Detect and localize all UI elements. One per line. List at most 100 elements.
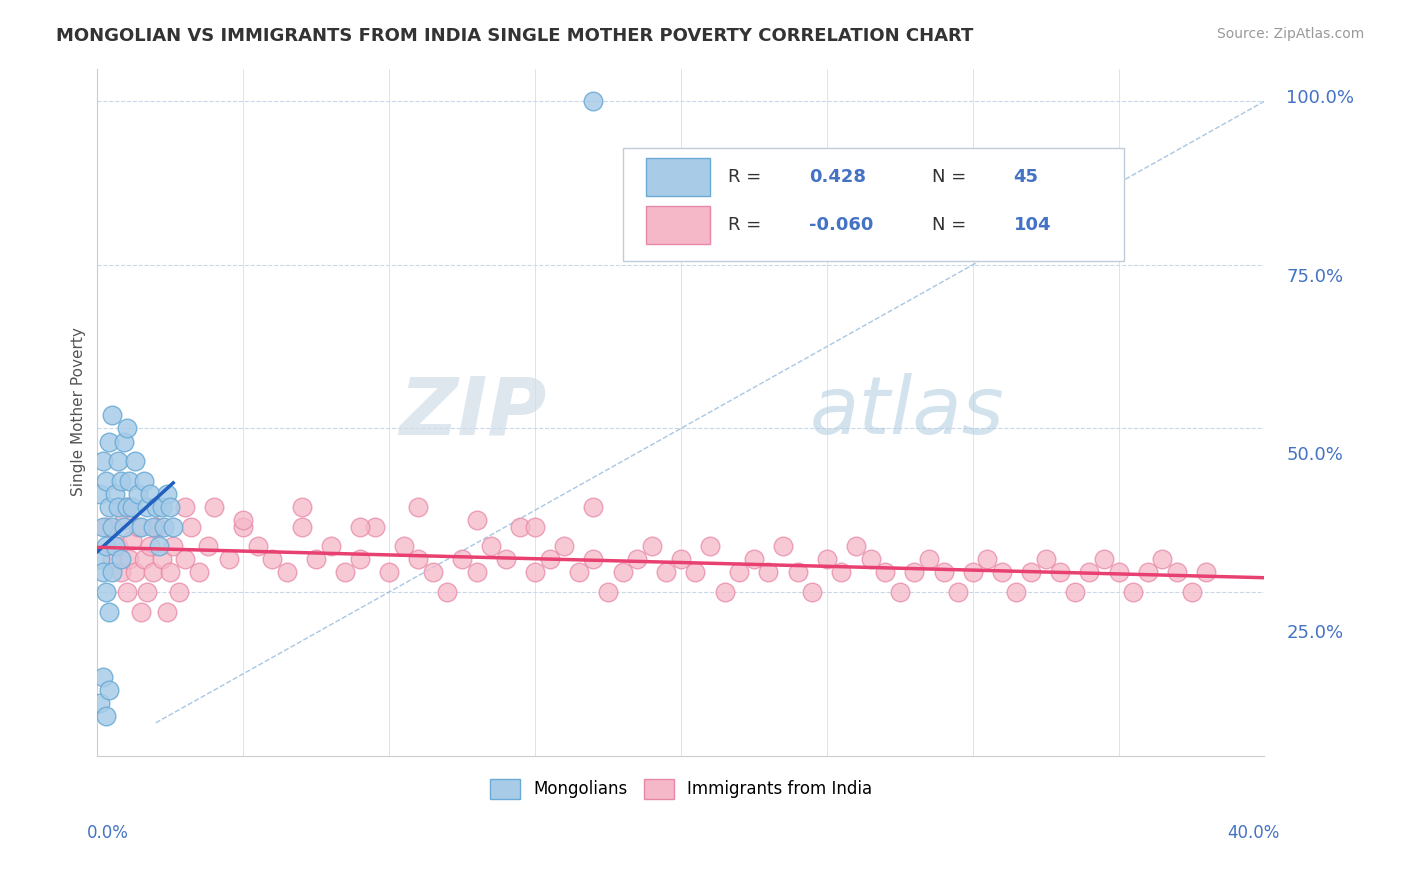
Point — [156, 605, 179, 619]
Point — [110, 474, 132, 488]
Point — [148, 539, 170, 553]
Point — [159, 500, 181, 514]
Point — [101, 409, 124, 423]
Point — [132, 552, 155, 566]
Text: 0.428: 0.428 — [810, 168, 866, 186]
Point — [98, 683, 121, 698]
Point — [112, 513, 135, 527]
Point — [139, 487, 162, 501]
Point — [246, 539, 269, 553]
Point — [408, 500, 430, 514]
Point — [1180, 585, 1202, 599]
Point — [408, 552, 430, 566]
FancyBboxPatch shape — [645, 206, 710, 244]
Point — [91, 670, 114, 684]
Point — [173, 500, 195, 514]
Point — [145, 519, 167, 533]
Point — [232, 513, 254, 527]
Point — [436, 585, 458, 599]
Point — [136, 585, 159, 599]
Point — [1035, 552, 1057, 566]
Point — [976, 552, 998, 566]
Text: N =: N = — [932, 168, 966, 186]
Point — [115, 421, 138, 435]
Point — [180, 519, 202, 533]
Point — [305, 552, 328, 566]
Point — [1195, 566, 1218, 580]
Point — [159, 566, 181, 580]
Text: MONGOLIAN VS IMMIGRANTS FROM INDIA SINGLE MOTHER POVERTY CORRELATION CHART: MONGOLIAN VS IMMIGRANTS FROM INDIA SINGL… — [56, 27, 973, 45]
Point — [156, 487, 179, 501]
Point — [335, 566, 357, 580]
Point — [1078, 566, 1101, 580]
Point — [378, 566, 401, 580]
Point — [582, 94, 605, 108]
Point — [1166, 566, 1188, 580]
Text: 40.0%: 40.0% — [1227, 824, 1279, 842]
Point — [669, 552, 692, 566]
Point — [153, 519, 176, 533]
Text: Source: ZipAtlas.com: Source: ZipAtlas.com — [1216, 27, 1364, 41]
Point — [1092, 552, 1115, 566]
Point — [98, 434, 121, 449]
Point — [91, 454, 114, 468]
Point — [121, 533, 143, 547]
Point — [127, 487, 149, 501]
Point — [118, 552, 141, 566]
Point — [101, 566, 124, 580]
Point — [110, 566, 132, 580]
Point — [479, 539, 502, 553]
Point — [142, 519, 165, 533]
Point — [150, 552, 173, 566]
Point — [1136, 566, 1159, 580]
FancyBboxPatch shape — [623, 147, 1125, 260]
Point — [101, 552, 124, 566]
Point — [582, 500, 605, 514]
Point — [110, 552, 132, 566]
Point — [115, 500, 138, 514]
Point — [139, 539, 162, 553]
Point — [524, 519, 547, 533]
Point — [465, 566, 488, 580]
Point — [112, 519, 135, 533]
Point — [124, 566, 146, 580]
Point — [772, 539, 794, 553]
Text: 50.0%: 50.0% — [1286, 446, 1343, 464]
Point — [918, 552, 941, 566]
Point — [145, 500, 167, 514]
Point — [218, 552, 240, 566]
Text: 0.0%: 0.0% — [87, 824, 129, 842]
Point — [1049, 566, 1071, 580]
Text: ZIP: ZIP — [399, 373, 547, 451]
Point — [845, 539, 868, 553]
Y-axis label: Single Mother Poverty: Single Mother Poverty — [72, 327, 86, 497]
Point — [349, 519, 371, 533]
Text: 104: 104 — [1014, 216, 1052, 235]
Text: atlas: atlas — [810, 373, 1004, 451]
Point — [1122, 585, 1144, 599]
Point — [124, 454, 146, 468]
Point — [232, 519, 254, 533]
Point — [262, 552, 284, 566]
Point — [903, 566, 925, 580]
Text: R =: R = — [727, 216, 761, 235]
Point — [94, 585, 117, 599]
Point — [197, 539, 219, 553]
Point — [465, 513, 488, 527]
Point — [422, 566, 444, 580]
Point — [188, 566, 211, 580]
Point — [1063, 585, 1085, 599]
Point — [132, 474, 155, 488]
Point — [582, 552, 605, 566]
Point — [115, 500, 138, 514]
Point — [538, 552, 561, 566]
Point — [107, 454, 129, 468]
Point — [89, 696, 111, 710]
Point — [89, 552, 111, 566]
Point — [392, 539, 415, 553]
Point — [509, 519, 531, 533]
Point — [524, 566, 547, 580]
Point — [173, 552, 195, 566]
Point — [276, 566, 298, 580]
Point — [713, 585, 735, 599]
